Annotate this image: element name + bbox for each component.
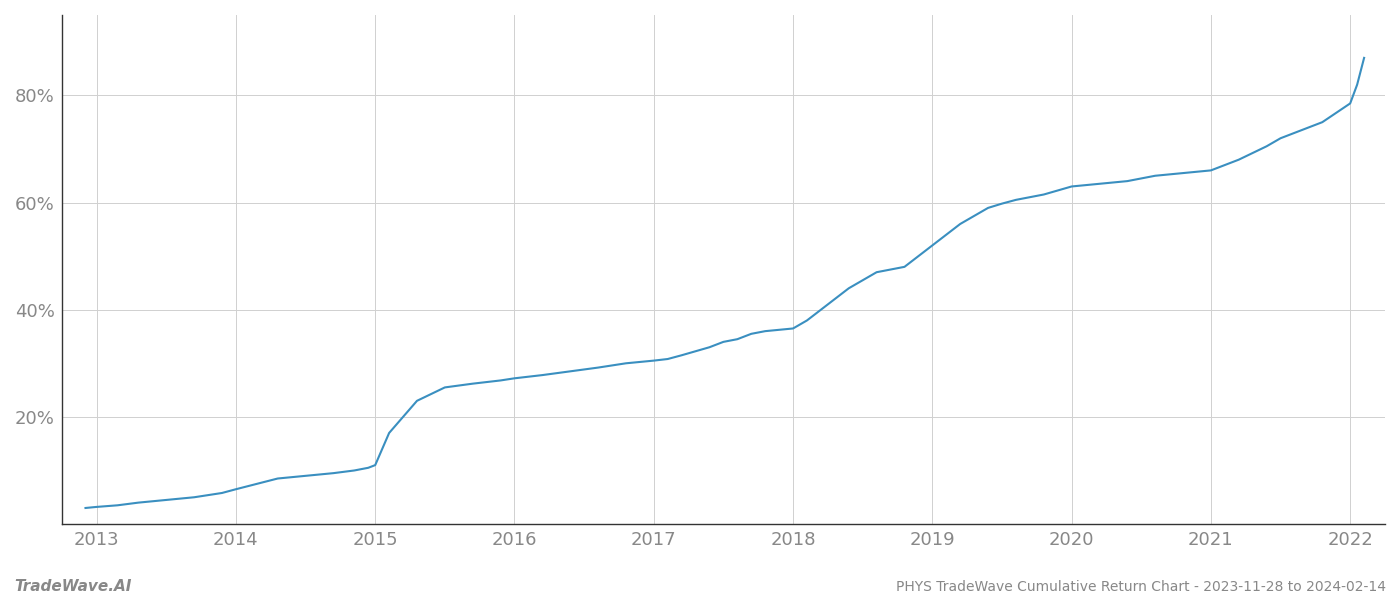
Text: PHYS TradeWave Cumulative Return Chart - 2023-11-28 to 2024-02-14: PHYS TradeWave Cumulative Return Chart -… — [896, 580, 1386, 594]
Text: TradeWave.AI: TradeWave.AI — [14, 579, 132, 594]
